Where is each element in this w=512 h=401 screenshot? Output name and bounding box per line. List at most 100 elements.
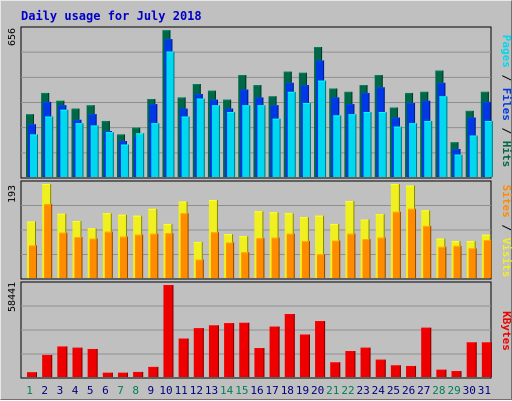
bar-sites <box>29 245 37 278</box>
bar-pages <box>333 115 342 177</box>
bar-kbytes <box>178 338 189 377</box>
bar-pages <box>272 118 281 177</box>
bar-kbytes-hi <box>27 372 37 374</box>
bar-pages-hi <box>409 123 418 125</box>
bar-pages-hi <box>211 105 220 107</box>
bar-sites-shadow <box>430 225 432 278</box>
bar-kbytes-hi <box>421 327 432 329</box>
bar-pages <box>166 51 175 178</box>
bar-sites-shadow <box>202 259 204 278</box>
bar-visits <box>315 215 325 278</box>
bar-hits-hi <box>223 99 232 101</box>
x-tick-label: 25 <box>387 384 400 397</box>
bar-pages <box>348 114 357 177</box>
bar-pages-shadow <box>112 132 114 177</box>
bar-sites <box>423 225 432 278</box>
bar-pages <box>287 91 296 177</box>
x-tick-label: 12 <box>190 384 203 397</box>
bar-sites <box>74 237 83 278</box>
bar-kbytes-shadow <box>172 285 174 377</box>
bar-hits-hi <box>405 92 414 94</box>
bar-kbytes <box>42 354 53 377</box>
bar-pages <box>120 144 129 177</box>
bar-kbytes-shadow <box>475 342 477 377</box>
legend-entry: Hits <box>500 141 512 168</box>
bar-pages-hi <box>196 98 205 100</box>
bar-hits-hi <box>435 70 444 72</box>
bar-kbytes <box>27 372 37 377</box>
bar-kbytes-hi <box>406 365 417 367</box>
bar-sites-shadow <box>460 245 462 278</box>
bar-kbytes <box>148 366 159 377</box>
bar-sites <box>256 238 265 278</box>
bar-hits-hi <box>344 91 353 93</box>
legend-entry: Files <box>500 88 512 121</box>
legend-entry: KBytes <box>500 311 512 351</box>
bar-pages-shadow <box>158 123 160 177</box>
bar-pages-hi <box>302 103 311 105</box>
bar-visits-hi <box>451 240 461 242</box>
bar-files-hi <box>164 39 173 41</box>
bar-sites-hi <box>317 254 326 256</box>
bar-sites-shadow <box>415 208 417 278</box>
bar-pages <box>242 105 251 177</box>
bar-sites <box>89 238 98 278</box>
bar-files-hi <box>346 104 355 106</box>
bar-hits-hi <box>177 97 186 99</box>
bar-kbytes <box>390 365 401 377</box>
bar-hits-hi <box>283 71 292 73</box>
bar-pages-shadow <box>234 112 236 177</box>
bar-kbytes-hi <box>466 342 477 344</box>
bar-files-hi <box>225 108 234 110</box>
bar-pages <box>424 120 433 177</box>
bar-kbytes-hi <box>57 346 68 348</box>
bar-kbytes <box>163 285 174 377</box>
bar-pages-shadow <box>446 96 448 177</box>
bar-sites-hi <box>74 237 83 239</box>
bar-sites-hi <box>483 240 492 242</box>
bar-sites-hi <box>89 238 98 240</box>
y-max-label: 656 <box>7 28 18 46</box>
bar-pages-hi <box>90 125 99 127</box>
bar-files-hi <box>391 117 400 119</box>
bar-sites-shadow <box>36 245 37 278</box>
bar-sites <box>195 259 204 278</box>
bar-sites-hi <box>180 213 189 215</box>
bar-pages-hi <box>454 154 463 156</box>
bar-hits-hi <box>192 84 201 86</box>
x-tick-label: 16 <box>250 384 263 397</box>
bar-sites <box>180 213 189 278</box>
legend-entry: Pages <box>500 35 512 68</box>
bar-kbytes <box>117 372 128 377</box>
bar-hits-hi <box>389 107 398 109</box>
bar-pages-shadow <box>97 125 99 177</box>
bar-files-hi <box>149 104 158 106</box>
bar-kbytes-hi <box>239 322 250 324</box>
bar-sites <box>241 252 250 278</box>
bar-pages <box>60 109 69 177</box>
bar-kbytes-shadow <box>157 366 159 377</box>
bar-pages-shadow <box>325 80 327 177</box>
bar-sites <box>44 203 53 278</box>
bar-files-hi <box>361 92 370 94</box>
bar-pages <box>363 112 372 177</box>
bar-kbytes-shadow <box>142 371 144 377</box>
bar-pages-shadow <box>37 134 38 177</box>
bar-sites-hi <box>150 233 159 235</box>
bar-kbytes <box>375 359 386 377</box>
bar-files-hi <box>88 114 97 116</box>
x-tick-label: 2 <box>41 384 48 397</box>
x-tick-label: 28 <box>432 384 445 397</box>
legend-entry: / <box>500 68 512 88</box>
x-tick-label: 6 <box>102 384 109 397</box>
bar-kbytes-hi <box>330 362 341 364</box>
bar-pages <box>454 154 463 177</box>
bar-kbytes-shadow <box>36 372 37 377</box>
bar-hits-hi <box>329 88 338 90</box>
bar-visits-hi <box>102 213 112 215</box>
bar-kbytes-shadow <box>324 321 326 377</box>
bar-kbytes <box>254 348 265 377</box>
bar-sites-shadow <box>293 233 295 278</box>
bar-pages-shadow <box>461 154 463 177</box>
bar-visits-hi <box>390 184 400 185</box>
